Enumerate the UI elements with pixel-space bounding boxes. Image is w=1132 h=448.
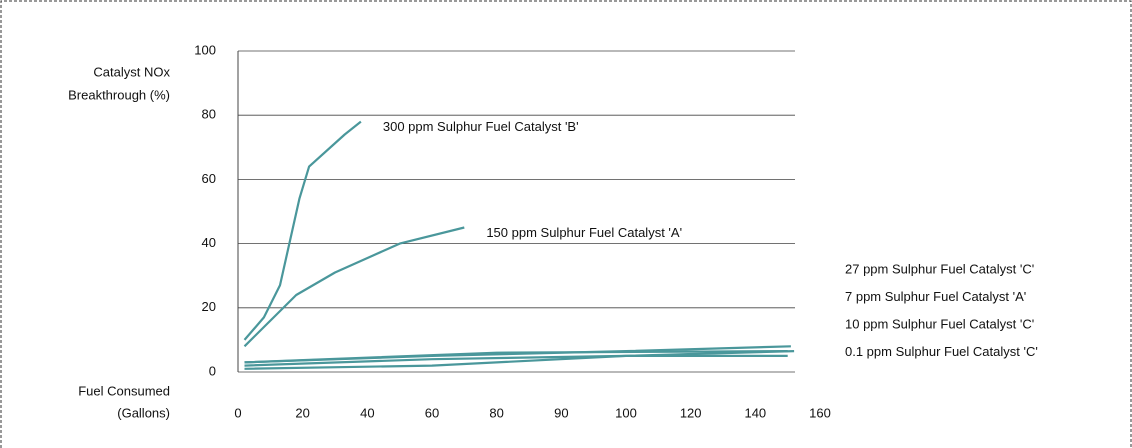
series-label: 10 ppm Sulphur Fuel Catalyst 'C'	[845, 316, 1034, 331]
x-tick-label: 140	[744, 405, 766, 420]
y-axis-label: Breakthrough (%)	[68, 87, 170, 102]
x-tick-label: 160	[809, 405, 831, 420]
x-tick-label: 120	[680, 405, 702, 420]
y-tick-label: 60	[202, 171, 216, 186]
series-line	[244, 350, 788, 364]
x-tick-label: 0	[234, 405, 241, 420]
series-line	[244, 350, 795, 367]
series-line	[243, 120, 362, 341]
x-tick-label: 60	[425, 405, 439, 420]
y-axis-label: Catalyst NOx	[93, 64, 170, 79]
series-label: 27 ppm Sulphur Fuel Catalyst 'C'	[845, 261, 1034, 276]
series-label: 150 ppm Sulphur Fuel Catalyst 'A'	[486, 225, 682, 240]
series-line	[244, 354, 788, 370]
y-tick-label: 80	[202, 107, 216, 122]
x-axis-label: (Gallons)	[117, 405, 170, 420]
x-tick-label: 80	[489, 405, 503, 420]
series-label: 7 ppm Sulphur Fuel Catalyst 'A'	[845, 289, 1026, 304]
series-label: 0.1 ppm Sulphur Fuel Catalyst 'C'	[845, 344, 1038, 359]
y-tick-label: 20	[202, 299, 216, 314]
x-axis-label: Fuel Consumed	[78, 383, 170, 398]
series-line	[243, 226, 465, 348]
x-tick-label: 40	[360, 405, 374, 420]
x-tick-label: 100	[615, 405, 637, 420]
x-tick-label: 20	[295, 405, 309, 420]
y-tick-label: 40	[202, 235, 216, 250]
series-label: 300 ppm Sulphur Fuel Catalyst 'B'	[383, 119, 579, 134]
y-tick-label: 0	[209, 363, 216, 378]
y-tick-label: 100	[194, 42, 216, 57]
x-tick-label: 90	[554, 405, 568, 420]
